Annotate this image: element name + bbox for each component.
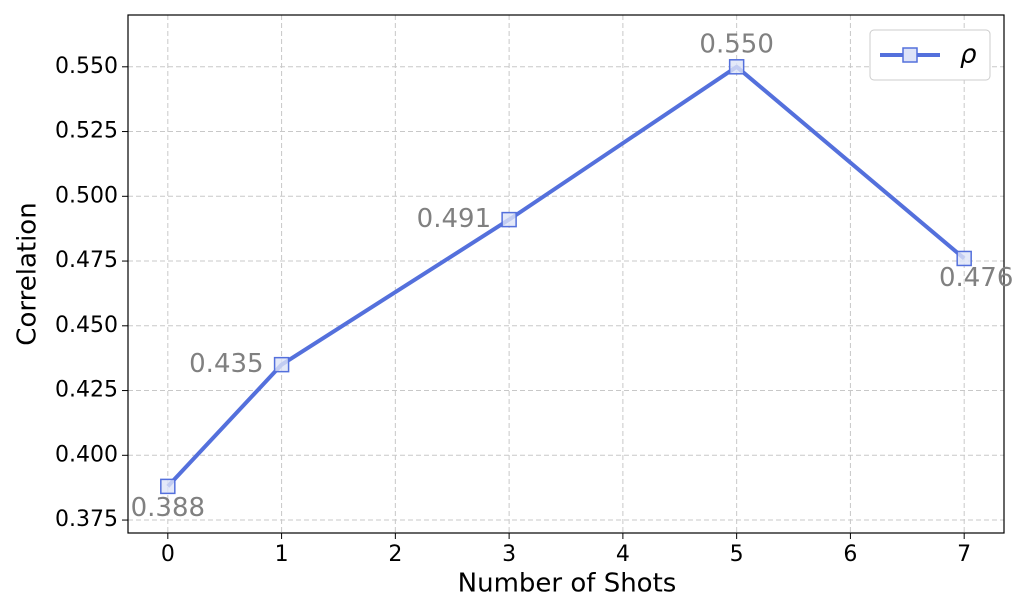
legend-marker	[902, 47, 918, 63]
marker	[956, 250, 972, 267]
y-tick-label: 0.400	[55, 442, 118, 467]
value-label: 0.550	[699, 29, 773, 59]
x-axis-label: Number of Shots	[458, 569, 677, 599]
marker	[501, 211, 517, 228]
x-tick-label: 6	[843, 542, 857, 567]
y-tick-label: 0.375	[55, 507, 118, 532]
marker	[160, 478, 176, 495]
y-tick-label: 0.475	[55, 248, 118, 273]
data-line	[166, 64, 966, 488]
marker	[273, 356, 290, 373]
x-tick-label: 7	[957, 542, 971, 567]
x-tick-label: 3	[502, 542, 516, 567]
x-tick-label: 5	[730, 542, 744, 567]
x-tick-label: 0	[161, 542, 175, 567]
legend-label: ρ	[960, 40, 977, 70]
x-tick-label: 1	[275, 542, 289, 567]
value-label: 0.435	[189, 349, 263, 379]
value-label: 0.388	[131, 493, 205, 523]
y-axis-label: Correlation	[13, 202, 43, 345]
x-tick-label: 4	[616, 542, 630, 567]
y-tick-label: 0.500	[55, 183, 118, 208]
y-tick-label: 0.525	[55, 119, 118, 144]
marker	[728, 59, 745, 75]
y-tick-label: 0.550	[55, 54, 118, 79]
y-tick-label: 0.425	[55, 378, 118, 403]
value-label: 0.491	[417, 204, 491, 234]
legend: ρ	[869, 29, 991, 81]
value-label: 0.476	[939, 263, 1013, 293]
y-tick-label: 0.450	[55, 313, 118, 338]
x-tick-label: 2	[388, 542, 402, 567]
plot-frame	[127, 14, 1005, 534]
